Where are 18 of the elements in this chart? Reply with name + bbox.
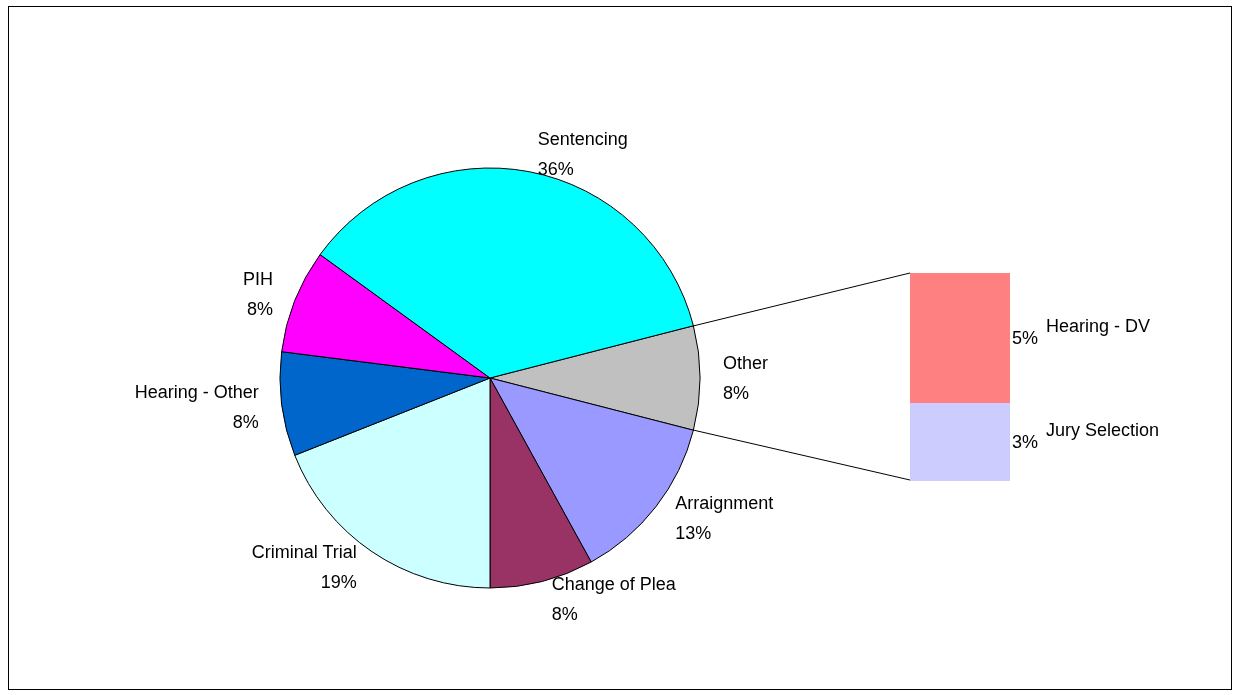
slice-label: Change of Plea (551, 573, 677, 594)
data-label: 8% (551, 603, 578, 624)
data-label: 13% (675, 522, 712, 543)
data-label: 5% (1012, 328, 1039, 348)
slice-label: Arraignment (675, 492, 774, 513)
data-label: 8% (232, 411, 259, 432)
data-label: 8% (247, 299, 274, 320)
slice-label: Sentencing (537, 129, 628, 150)
data-label: 8% (723, 383, 750, 403)
series-label: Hearing - DV (1046, 316, 1151, 336)
slice-label: PIH (243, 269, 274, 290)
data-label: 19% (320, 571, 357, 592)
slice-label: Criminal Trial (251, 541, 357, 562)
series-label: Jury Selection (1046, 420, 1160, 440)
data-label: 3% (1012, 432, 1039, 452)
data-label: 36% (537, 159, 574, 180)
slice-label: Hearing - Other (134, 381, 259, 402)
slice-label: Other (723, 353, 769, 373)
